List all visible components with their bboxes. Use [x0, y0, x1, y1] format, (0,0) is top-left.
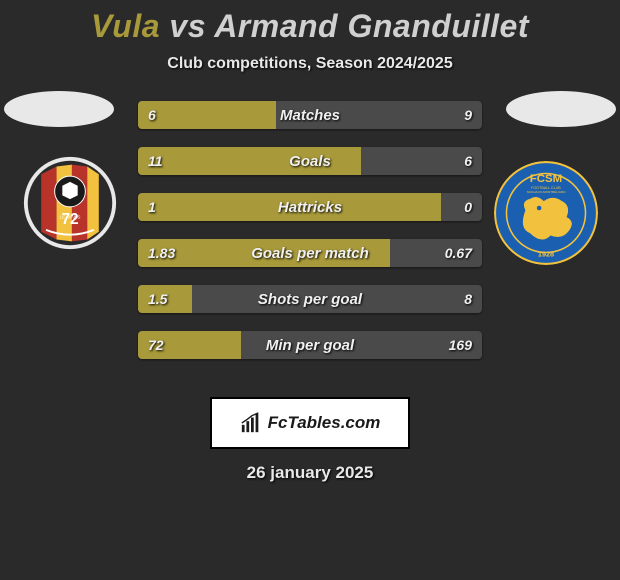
- brand-box: FcTables.com: [210, 397, 410, 449]
- svg-text:SOCHAUX-MONTBÉLIARD: SOCHAUX-MONTBÉLIARD: [527, 189, 567, 194]
- player2-value: 6: [464, 147, 472, 175]
- player1-bar: [138, 239, 390, 267]
- svg-text:1928: 1928: [538, 250, 554, 259]
- player2-bar: [241, 331, 482, 359]
- player1-value: 1: [148, 193, 156, 221]
- player2-value: 169: [449, 331, 472, 359]
- player1-value: 6: [148, 101, 156, 129]
- subtitle: Club competitions, Season 2024/2025: [0, 55, 620, 73]
- player1-value: 1.83: [148, 239, 175, 267]
- player1-bar: [138, 147, 361, 175]
- player1-value: 1.5: [148, 285, 167, 313]
- player1-value: 11: [148, 147, 163, 175]
- stat-row: 116Goals: [138, 147, 482, 175]
- team-badge-left: 72 LE MANS: [22, 155, 118, 251]
- player1-value: 72: [148, 331, 164, 359]
- brand-icon: [240, 412, 262, 434]
- player1-bar: [138, 101, 276, 129]
- vs-text: vs: [169, 8, 206, 44]
- player2-value: 8: [464, 285, 472, 313]
- stat-row: 69Matches: [138, 101, 482, 129]
- player1-platform: [4, 91, 114, 127]
- svg-text:LE MANS: LE MANS: [60, 214, 81, 220]
- player1-name: Vula: [91, 8, 160, 44]
- player2-bar: [441, 193, 482, 221]
- comparison-arena: 72 LE MANS FCSM FOOTBALL CLUB SOCHAUX-MO…: [0, 91, 620, 381]
- player2-name: Armand Gnanduillet: [214, 8, 529, 44]
- date-text: 26 january 2025: [0, 463, 620, 483]
- player2-bar: [276, 101, 482, 129]
- stat-row: 10Hattricks: [138, 193, 482, 221]
- stat-bars: 69Matches116Goals10Hattricks1.830.67Goal…: [138, 101, 482, 377]
- player2-value: 0.67: [445, 239, 472, 267]
- player1-bar: [138, 193, 441, 221]
- player2-value: 9: [464, 101, 472, 129]
- comparison-title: Vula vs Armand Gnanduillet: [0, 0, 620, 45]
- stat-row: 1.830.67Goals per match: [138, 239, 482, 267]
- stat-row: 72169Min per goal: [138, 331, 482, 359]
- team-badge-right: FCSM FOOTBALL CLUB SOCHAUX-MONTBÉLIARD 1…: [494, 161, 598, 265]
- player2-value: 0: [464, 193, 472, 221]
- player2-platform: [506, 91, 616, 127]
- stat-row: 1.58Shots per goal: [138, 285, 482, 313]
- brand-text: FcTables.com: [268, 413, 381, 433]
- player2-bar: [192, 285, 482, 313]
- svg-text:FCSM: FCSM: [530, 173, 562, 185]
